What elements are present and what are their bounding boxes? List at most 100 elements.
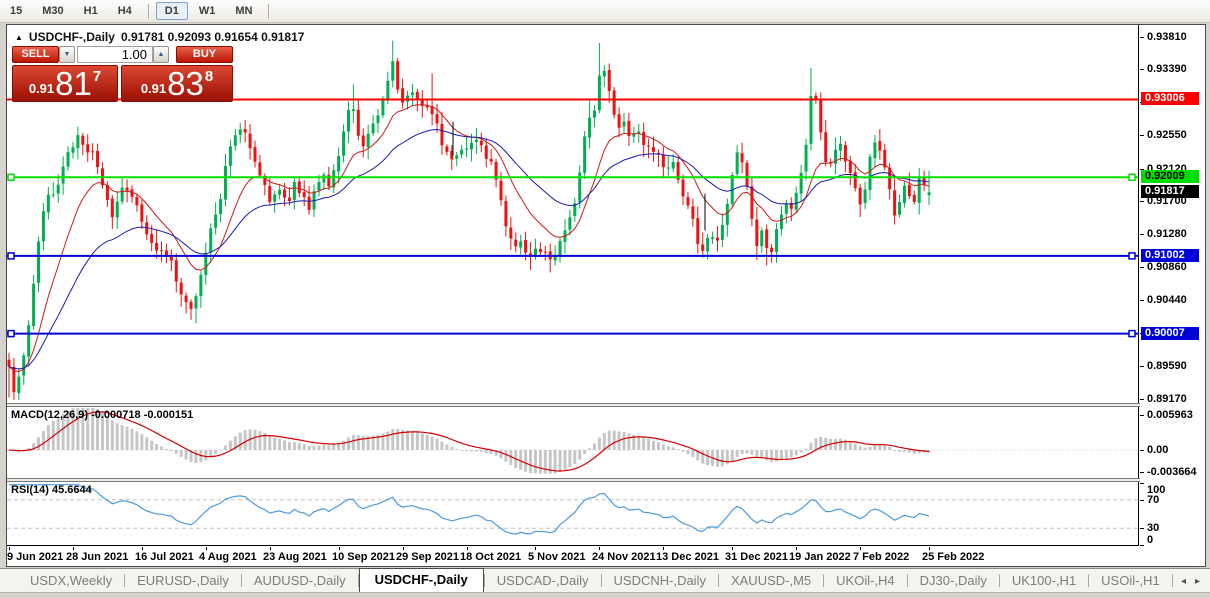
macd-chart: [7, 408, 1138, 474]
tab-usdx-weekly[interactable]: USDX,Weekly: [30, 573, 113, 588]
toolbar-separator: [147, 3, 149, 19]
tab-usoil-h1[interactable]: USOil-,H1: [1101, 573, 1160, 588]
buy-price-box[interactable]: 0.91 83 8: [121, 65, 233, 102]
rsi-value: 45.6644: [51, 484, 92, 496]
tab-separator: [906, 574, 908, 587]
tab-scroll-left-icon[interactable]: ◂: [1180, 576, 1186, 587]
price-tick-label: 0.93390: [1147, 63, 1187, 75]
candlestick-chart: [7, 40, 1138, 400]
rsi-tick-label: 30: [1147, 522, 1160, 534]
price-tick-label: 0.91700: [1147, 195, 1187, 207]
price-axis[interactable]: 0.93810 0.93390 0.92550 0.92120 0.91700 0.912…: [1140, 25, 1205, 566]
date-tick-label: 19 Jan 2022: [789, 551, 851, 563]
rsi-tick-label: 100: [1147, 484, 1166, 496]
timeframe-button-h4[interactable]: H4: [117, 5, 132, 17]
price-tick-label: 0.93810: [1147, 31, 1187, 43]
price-tick: [1140, 366, 1144, 367]
date-tick-mark: [9, 547, 10, 550]
macd-value-signal: -0.000151: [143, 409, 194, 421]
rsi-tick: [1140, 500, 1144, 501]
macd-label: MACD(12,26,9): [11, 409, 89, 421]
macd-indicator-panel[interactable]: MACD(12,26,9) -0.000718 -0.000151: [7, 407, 1139, 478]
current-price-label: 0.91817: [1141, 185, 1199, 198]
volume-increase-button[interactable]: ▲: [153, 46, 169, 63]
chart-ohlc-values: 0.91781 0.92093 0.91654 0.91817: [120, 30, 305, 44]
sell-button[interactable]: SELL: [12, 46, 59, 63]
tab-separator: [823, 574, 825, 587]
rsi-label-row: RSI(14) 45.6644: [11, 484, 92, 496]
sell-price-pip: 7: [92, 68, 102, 85]
buy-price-pip: 8: [204, 68, 214, 85]
timeframe-button-d1[interactable]: D1: [155, 2, 188, 20]
tab-usdcad-daily[interactable]: USDCAD-,Daily: [496, 573, 589, 588]
date-tick-mark: [73, 547, 74, 550]
price-tick: [1140, 399, 1144, 400]
sell-price-big: 81: [55, 65, 92, 102]
macd-signal-line: [8, 411, 930, 472]
bottom-strip: [0, 592, 1210, 598]
volume-decrease-button[interactable]: ▼: [59, 46, 75, 63]
date-tick-label: 31 Dec 2021: [725, 551, 788, 563]
tab-separator: [124, 574, 126, 587]
macd-tick: [1140, 450, 1144, 451]
price-tick: [1140, 234, 1144, 235]
timeframe-button-mn[interactable]: MN: [235, 5, 253, 17]
date-tick-label: 7 Feb 2022: [853, 551, 910, 563]
timeframe-button-h1[interactable]: H1: [83, 5, 98, 17]
timeframe-button-w1[interactable]: W1: [198, 5, 216, 17]
tab-eurusd-daily[interactable]: EURUSD-,Daily: [137, 573, 229, 588]
tab-audusd-daily[interactable]: AUDUSD-,Daily: [253, 573, 346, 588]
date-tick-label: 29 Sep 2021: [396, 551, 459, 563]
tab-dj30-daily[interactable]: DJ30-,Daily: [919, 573, 987, 588]
tab-separator: [1171, 574, 1173, 587]
line-handle: [1128, 252, 1136, 260]
macd-tick: [1140, 472, 1144, 473]
panel-splitter-2[interactable]: [7, 478, 1205, 482]
chart-window: ▲ USDCHF-,Daily 0.91781 0.92093 0.91654 …: [6, 24, 1206, 567]
date-tick-mark: [339, 547, 340, 550]
date-tick-mark: [929, 547, 930, 550]
timeframe-button-m30[interactable]: M30: [42, 5, 64, 17]
tab-scroll-right-icon[interactable]: ▸: [1194, 576, 1200, 587]
sell-price-box[interactable]: 0.91 81 7: [12, 65, 118, 102]
date-tick-mark: [860, 547, 861, 550]
date-tick-mark: [535, 547, 536, 550]
buy-price-prefix: 0.91: [140, 81, 167, 96]
date-tick-label: 23 Aug 2021: [263, 551, 327, 563]
timeframe-toolbar: 15 M30 H1 H4 D1 W1 MN: [0, 0, 1210, 23]
chart-tab-bar: USDX,Weekly EURUSD-,Daily AUDUSD-,Daily USD…: [0, 568, 1210, 592]
sell-price-prefix: 0.91: [28, 81, 55, 96]
main-chart-plot[interactable]: ▲ USDCHF-,Daily 0.91781 0.92093 0.91654 …: [7, 25, 1139, 403]
macd-tick: [1140, 415, 1144, 416]
date-tick-mark: [467, 547, 468, 550]
tab-uk100-h1[interactable]: UK100-,H1: [1011, 573, 1077, 588]
buy-button[interactable]: BUY: [176, 46, 233, 63]
ma-slow-line: [8, 128, 930, 370]
rsi-indicator-panel[interactable]: RSI(14) 45.6644: [7, 482, 1139, 546]
date-tick-mark: [796, 547, 797, 550]
collapse-trade-panel-icon[interactable]: ▲: [15, 32, 23, 42]
tab-usdchf-daily[interactable]: USDCHF-,Daily: [358, 568, 484, 592]
panel-splitter-1[interactable]: [7, 403, 1205, 407]
tab-scroll-arrows: ◂ ▸: [1181, 576, 1200, 587]
date-tick-mark: [403, 547, 404, 550]
tab-ukoil-h4[interactable]: UKOil-,H4: [836, 573, 895, 588]
tab-usdcnh-daily[interactable]: USDCNH-,Daily: [613, 573, 706, 588]
volume-input[interactable]: 1.00: [77, 46, 153, 63]
buy-price-big: 83: [167, 65, 204, 102]
rsi-tick: [1140, 483, 1144, 484]
tab-xauusd-m5[interactable]: XAUUSD-,M5: [730, 573, 812, 588]
chart-title-row: ▲ USDCHF-,Daily 0.91781 0.92093 0.91654 …: [15, 30, 304, 44]
date-tick-mark: [599, 547, 600, 550]
rsi-chart: [7, 484, 1138, 535]
date-tick-mark: [663, 547, 664, 550]
timeframe-button-15[interactable]: 15: [10, 5, 23, 17]
rsi-tick: [1140, 545, 1144, 546]
hline-price-label: 0.92009: [1141, 170, 1199, 183]
date-axis[interactable]: 9 Jun 2021 28 Jun 2021 16 Jul 2021 4 Aug 20…: [7, 547, 1139, 566]
price-tick-label: 0.89590: [1147, 360, 1187, 372]
tab-separator: [717, 574, 719, 587]
date-tick-label: 25 Feb 2022: [922, 551, 985, 563]
date-tick-label: 18 Oct 2021: [460, 551, 522, 563]
